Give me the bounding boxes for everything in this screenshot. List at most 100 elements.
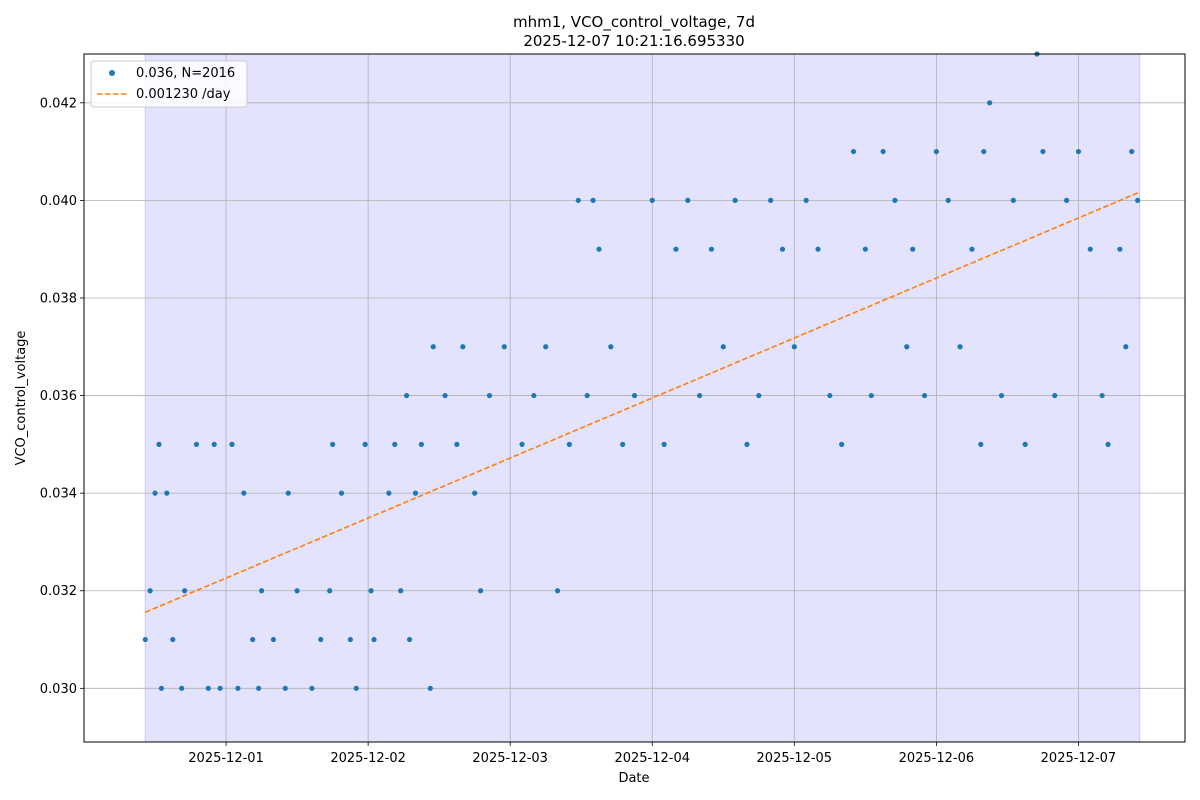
data-point [596, 246, 602, 252]
data-point [1105, 441, 1111, 447]
data-point [152, 490, 158, 496]
data-point [142, 636, 148, 643]
data-point [697, 392, 703, 399]
data-point [164, 490, 170, 496]
data-point [1064, 197, 1070, 203]
data-point [978, 441, 984, 447]
data-point [193, 441, 200, 447]
legend-box [90, 60, 248, 108]
data-point [921, 392, 928, 399]
plot-frame [83, 53, 1186, 743]
data-point [661, 441, 667, 447]
data-point [720, 344, 726, 350]
data-point [406, 636, 413, 643]
y-tick-label: 0.042 [40, 96, 77, 111]
legend-label-trend: 0.001230 /day [136, 87, 231, 102]
data-point [584, 392, 590, 399]
data-point [158, 685, 165, 691]
data-point [575, 197, 581, 203]
x-axis-ticks: 2025-12-01 2025-12-02 2025-12-03 2025-12-04… [188, 742, 1116, 766]
data-point [454, 441, 460, 447]
legend-marker-scatter [109, 70, 115, 76]
data-point [294, 588, 300, 594]
data-point [649, 197, 655, 203]
data-point [673, 246, 679, 252]
data-point [987, 100, 993, 106]
data-point [256, 685, 262, 691]
data-point [827, 392, 833, 399]
data-point [442, 392, 448, 399]
y-tick-label: 0.032 [40, 584, 77, 599]
data-point [904, 344, 910, 350]
x-axis-label: Date [618, 771, 649, 786]
data-point [957, 344, 963, 350]
data-point [318, 636, 324, 643]
data-point [427, 685, 433, 691]
data-point [1123, 344, 1129, 350]
data-point [892, 197, 898, 203]
chart-title: mhm1, VCO_control_voltage, 7d [513, 13, 755, 32]
data-point [880, 148, 886, 155]
data-point [362, 441, 368, 447]
x-tick-label: 2025-12-03 [472, 751, 548, 766]
data-point [205, 685, 211, 691]
data-point [868, 392, 874, 399]
chart-subtitle: 2025-12-07 10:21:16.695330 [523, 32, 744, 50]
data-point [156, 441, 162, 447]
data-point [756, 392, 762, 399]
data-point [235, 685, 241, 691]
data-point [338, 490, 345, 496]
shaded-span [144, 53, 1141, 743]
legend-label-scatter: 0.036, N=2016 [136, 66, 235, 81]
data-point [862, 246, 868, 252]
data-point [779, 246, 786, 252]
data-point [910, 246, 916, 252]
y-axis-ticks: 0.030 0.032 0.034 0.036 0.038 0.040 0.042 [40, 96, 84, 697]
x-tick-label: 2025-12-01 [188, 751, 264, 766]
data-point [791, 344, 797, 350]
data-point [1052, 392, 1058, 399]
data-point [933, 148, 939, 155]
x-tick-label: 2025-12-02 [330, 751, 406, 766]
data-point [430, 344, 436, 350]
data-point [708, 246, 715, 252]
data-point [1010, 197, 1016, 203]
data-point [368, 588, 374, 594]
data-point [418, 441, 425, 447]
data-point [398, 588, 404, 594]
data-point [1087, 246, 1093, 252]
data-point [371, 636, 377, 643]
data-point [590, 197, 596, 203]
data-point [1040, 148, 1046, 155]
legend: 0.036, N=2016 0.001230 /day [90, 60, 248, 108]
data-point [460, 344, 466, 350]
data-point [147, 588, 153, 594]
data-point [170, 636, 176, 643]
data-point [768, 197, 774, 203]
data-point [472, 490, 478, 496]
data-point [519, 441, 525, 447]
data-point [229, 441, 235, 447]
data-point [803, 197, 809, 203]
x-tick-label: 2025-12-04 [614, 751, 690, 766]
y-axis-label: VCO_control_voltage [14, 331, 29, 466]
x-tick-label: 2025-12-06 [899, 751, 975, 766]
data-point [981, 148, 987, 155]
data-point [554, 588, 561, 594]
data-point [330, 441, 336, 447]
data-point [501, 344, 507, 350]
data-point [404, 392, 410, 399]
y-tick-label: 0.036 [40, 389, 77, 404]
data-point [608, 344, 614, 350]
data-point [1129, 148, 1135, 155]
data-point [309, 685, 315, 691]
data-point [531, 392, 537, 399]
data-point [285, 490, 291, 496]
data-point [732, 197, 738, 203]
data-point [566, 441, 572, 447]
data-point [1135, 197, 1141, 203]
data-point [386, 490, 392, 496]
x-tick-label: 2025-12-07 [1041, 751, 1117, 766]
data-point [1022, 441, 1028, 447]
